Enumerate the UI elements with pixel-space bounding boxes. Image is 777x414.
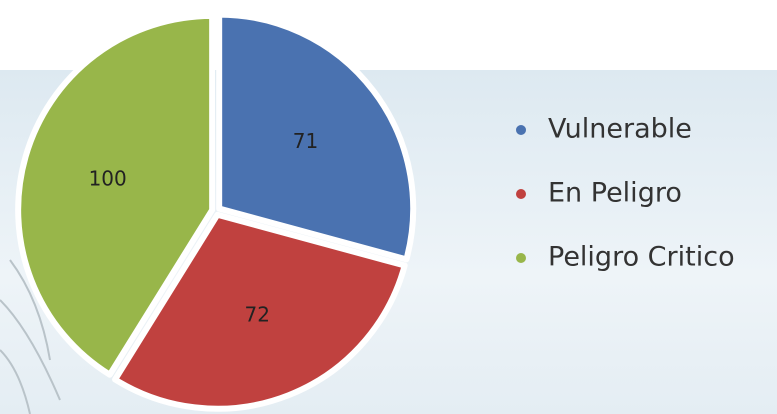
data-label: 72 — [245, 302, 270, 326]
data-label: 100 — [89, 167, 127, 191]
legend-marker — [516, 189, 526, 199]
legend-label: En Peligro — [548, 178, 682, 209]
legend-label: Vulnerable — [548, 114, 692, 145]
chart: 71 72 100 Vulnerable En Peligro Peligro Crit… — [0, 0, 777, 414]
legend-marker — [516, 125, 526, 135]
legend-label: Peligro Critico — [548, 242, 735, 273]
page: {"chart_data": {"type": "pie", "categori… — [0, 0, 777, 414]
legend-marker — [516, 253, 526, 263]
data-label: 71 — [293, 129, 318, 153]
